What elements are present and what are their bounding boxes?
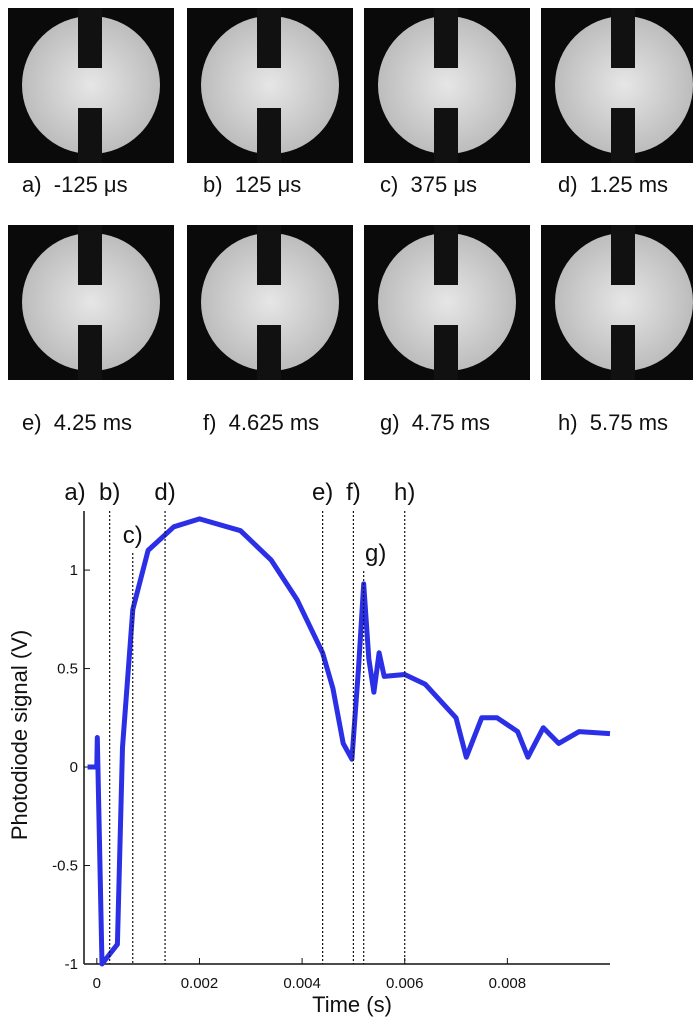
- photo-caption: h) 5.75 ms: [558, 410, 669, 435]
- y-tick-label: 0: [70, 759, 78, 776]
- photo: [364, 225, 530, 380]
- photo-electrode: [257, 8, 281, 68]
- photo-electrode: [434, 325, 458, 380]
- x-axis-label: Time (s): [312, 992, 392, 1017]
- y-tick-label: -0.5: [52, 858, 78, 875]
- photo-electrode: [434, 108, 458, 163]
- photo-electrode: [611, 325, 635, 380]
- photo-electrode: [434, 225, 458, 285]
- photo-caption: g) 4.75 ms: [380, 410, 491, 435]
- photo-caption: c) 375 μs: [380, 172, 478, 197]
- marker-label: b): [99, 479, 120, 506]
- photo-caption: f) 4.625 ms: [203, 410, 320, 435]
- marker-label: g): [365, 540, 386, 567]
- photo-electrode: [78, 108, 102, 163]
- marker-label: h): [394, 479, 415, 506]
- y-tick-label: 0.5: [57, 661, 78, 678]
- signal-line: [87, 516, 611, 967]
- marker-label: d): [154, 479, 175, 506]
- photo: [187, 8, 353, 163]
- x-tick-label: 0.002: [181, 975, 219, 992]
- y-tick-label: 1: [70, 562, 78, 579]
- marker-label: f): [346, 479, 361, 506]
- photo: [541, 225, 693, 380]
- marker-label: e): [312, 479, 333, 506]
- annotation: a): [64, 479, 85, 506]
- photo-electrode: [78, 8, 102, 68]
- y-axis-label: Photodiode signal (V): [7, 630, 32, 840]
- photo-electrode: [257, 108, 281, 163]
- x-tick-label: 0: [93, 975, 101, 992]
- photo: [8, 225, 174, 380]
- y-tick-label: -1: [65, 956, 78, 973]
- photo: [364, 8, 530, 163]
- photo-caption: e) 4.25 ms: [22, 410, 133, 435]
- photo-electrode: [611, 225, 635, 285]
- photo-caption: a) -125 μs: [22, 172, 128, 197]
- photo-electrode: [78, 325, 102, 380]
- photo: [187, 225, 353, 380]
- photo-electrode: [78, 225, 102, 285]
- photo-caption: d) 1.25 ms: [558, 172, 669, 197]
- photo-electrode: [611, 108, 635, 163]
- x-tick-label: 0.008: [489, 975, 527, 992]
- x-tick-label: 0.004: [283, 975, 321, 992]
- photo-electrode: [257, 325, 281, 380]
- photo-caption: b) 125 μs: [203, 172, 302, 197]
- photo-electrode: [611, 8, 635, 68]
- photo: [8, 8, 174, 163]
- photo-electrode: [434, 8, 458, 68]
- photo: [541, 8, 693, 163]
- marker-label: c): [123, 522, 143, 549]
- photo-electrode: [257, 225, 281, 285]
- x-tick-label: 0.006: [386, 975, 424, 992]
